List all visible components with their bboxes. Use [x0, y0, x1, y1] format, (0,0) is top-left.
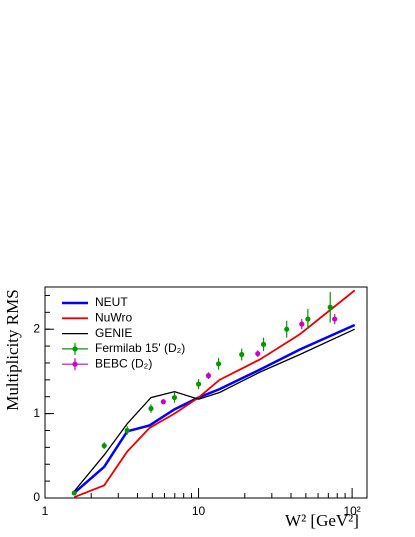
- series-line: [73, 289, 356, 498]
- legend-swatch: [72, 361, 78, 367]
- data-point: [215, 361, 222, 367]
- data-point: [148, 405, 154, 412]
- data-point: [101, 443, 107, 449]
- data-point: [284, 326, 290, 332]
- data-point: [305, 316, 311, 322]
- data-point: [71, 490, 77, 496]
- x-tick-label: 10: [192, 504, 206, 518]
- data-point: [332, 316, 338, 322]
- data-point: [299, 321, 305, 327]
- data-point: [239, 351, 245, 358]
- x-axis-title: W² [GeV²]: [285, 511, 359, 530]
- legend-label: NuWro: [95, 310, 132, 324]
- y-tick-label: 1: [33, 406, 40, 420]
- series-line: [73, 328, 356, 492]
- data-point: [160, 399, 166, 405]
- x-tick-label: 1: [42, 504, 49, 518]
- series-line: [73, 323, 356, 494]
- y-tick-label: 2: [33, 321, 40, 335]
- data-point: [205, 373, 212, 379]
- data-point: [255, 351, 261, 357]
- data-point: [171, 394, 178, 401]
- legend-swatch: [72, 346, 78, 352]
- data-point: [124, 427, 130, 434]
- data-point: [260, 341, 267, 347]
- data-point: [195, 381, 202, 387]
- legend-label: NEUT: [95, 295, 128, 309]
- y-axis-title: Multiplicity RMS: [3, 289, 22, 410]
- legend-label: GENIE: [95, 326, 132, 340]
- y-tick-label: 0: [33, 490, 40, 504]
- data-point: [327, 304, 333, 310]
- plot-frame: [44, 286, 368, 499]
- x-tick-label: 10²: [343, 504, 360, 518]
- legend-label: Fermilab 15' (D₂): [95, 341, 185, 355]
- legend-label: BEBC (D₂): [95, 356, 152, 370]
